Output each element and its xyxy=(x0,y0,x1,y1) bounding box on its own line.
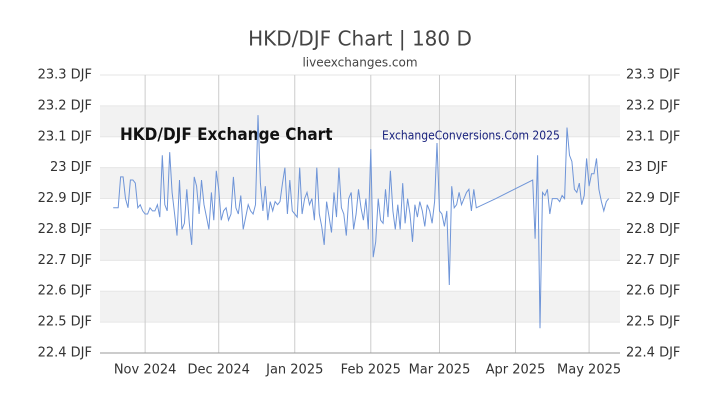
y2-tick-label: 23.1 DJF xyxy=(626,129,680,144)
x-tick-label: May 2025 xyxy=(557,363,621,378)
grid-band xyxy=(100,229,620,261)
x-tick-label: Dec 2024 xyxy=(188,363,250,378)
y-tick-label: 22.8 DJF xyxy=(38,222,92,237)
y-tick-label: 22.5 DJF xyxy=(38,315,92,330)
y-tick-label: 23.3 DJF xyxy=(38,68,92,83)
annotation: HKD/DJF Exchange Chart xyxy=(120,125,333,145)
y2-tick-label: 22.6 DJF xyxy=(626,284,680,299)
y-tick-label: 22.9 DJF xyxy=(38,191,92,206)
y2-tick-label: 23.3 DJF xyxy=(626,68,680,83)
y2-tick-label: 22.7 DJF xyxy=(626,253,680,268)
grid-band xyxy=(100,291,620,323)
y-tick-label: 23.2 DJF xyxy=(38,98,92,113)
y2-tick-label: 22.4 DJF xyxy=(626,346,680,361)
plot-area: 22.4 DJF 22.4 DJF 22.5 DJF 22.5 DJF 22.6 DJF… xyxy=(38,68,681,378)
data-line xyxy=(113,115,610,329)
y2-tick-label: 22.9 DJF xyxy=(626,191,680,206)
x-tick-label: Mar 2025 xyxy=(409,363,471,378)
y2-tick-label: 22.5 DJF xyxy=(626,315,680,330)
y2-tick-label: 22.8 DJF xyxy=(626,222,680,237)
y-tick-label: 23.1 DJF xyxy=(38,129,92,144)
x-tick-label: Nov 2024 xyxy=(114,363,177,378)
y2-tick-label: 23.2 DJF xyxy=(626,98,680,113)
x-tick-label: Feb 2025 xyxy=(341,363,401,378)
chart-subtitle: liveexchanges.com xyxy=(302,56,417,70)
y-tick-label: 22.6 DJF xyxy=(38,284,92,299)
x-tick-label: Apr 2025 xyxy=(486,363,546,378)
chart-title: HKD/DJF Chart | 180 D xyxy=(248,27,472,51)
y2-tick-label: 23 DJF xyxy=(626,160,668,175)
y-tick-label: 23 DJF xyxy=(50,160,92,175)
y-tick-label: 22.4 DJF xyxy=(38,346,92,361)
grid-band xyxy=(100,105,620,137)
y-tick-label: 22.7 DJF xyxy=(38,253,92,268)
annotation: ExchangeConversions.Com 2025 xyxy=(382,129,560,143)
x-tick-label: Jan 2025 xyxy=(265,363,323,378)
